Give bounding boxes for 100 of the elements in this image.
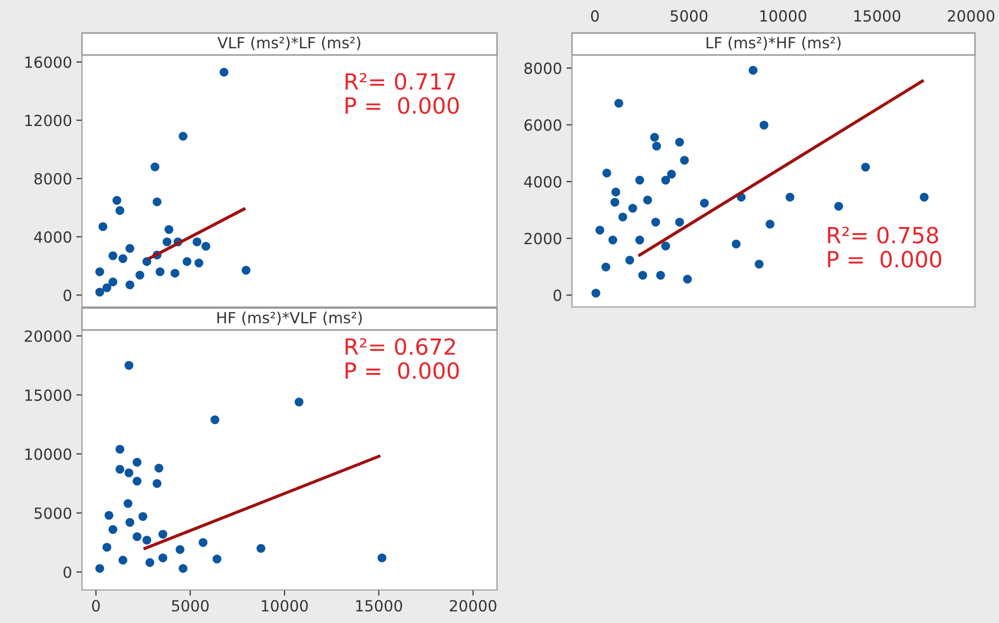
x-tick-label: 10000 [760,10,806,22]
point [611,188,620,196]
y-tick-label: 15000 [25,389,72,401]
point [116,464,124,474]
point [378,553,386,562]
point [242,266,250,275]
point [635,236,644,244]
point [656,270,665,280]
point [680,156,689,165]
y-tick-label: 4000 [524,176,562,188]
y-tick-label: 12000 [25,114,72,126]
point [112,196,122,205]
annotation: R²= 0.717 [346,73,456,90]
point [194,258,204,268]
annotation: R²= 0.758 [828,226,938,244]
point [591,288,600,298]
y-tick-label: 2000 [524,232,562,244]
y-tick-label: 0 [64,290,72,302]
point [650,132,659,142]
x-tick-label: 20000 [450,600,496,612]
point [667,170,676,179]
point [182,257,192,266]
point [614,98,624,108]
point [116,206,124,215]
point [201,242,210,251]
point [154,464,164,473]
point [635,176,644,185]
x-tick-label: 15000 [854,10,900,22]
x-tick-label: 20000 [948,10,994,22]
y-tick-label: 6000 [524,119,562,131]
point [834,202,844,211]
x-tick-label: 10000 [262,600,308,612]
point [294,398,304,406]
point [124,468,134,478]
point [95,564,104,573]
point [601,262,610,272]
annotation: R²= 0.672 [346,338,455,355]
point [142,257,152,266]
point [700,198,709,208]
point [108,278,118,286]
point [104,510,114,520]
point [683,274,692,284]
point [920,192,929,202]
y-tick-label: 5000 [34,507,72,519]
point [651,218,660,227]
point [162,237,172,246]
point [608,236,618,244]
y-tick-label: 10000 [25,448,72,460]
point [126,518,134,527]
point [595,226,604,234]
point [178,132,188,141]
annotation: P = 0.000 [828,250,942,268]
point [176,545,184,554]
y-tick-label: 20000 [24,330,72,342]
y-tick-label: 4000 [34,231,72,243]
point [135,270,144,280]
point [102,283,112,292]
point [118,254,128,264]
point [124,361,134,370]
point [98,222,108,231]
point [675,138,684,147]
point [118,556,128,565]
point [152,479,162,488]
point [786,192,794,202]
point [198,538,208,547]
x-tick-label: 15000 [356,600,402,612]
point [643,196,652,204]
y-tick-label: 0 [554,290,562,302]
y-tick-label: 8000 [34,172,72,185]
point [152,197,162,206]
point [108,525,118,534]
point [212,554,222,564]
point [220,68,228,77]
point [142,536,152,545]
point [116,444,124,454]
y-tick-label: 16000 [25,56,72,68]
x-tick-label: 5000 [670,10,708,22]
point [164,225,174,234]
point [192,237,202,246]
point [95,288,104,297]
point [132,532,142,541]
point [625,256,634,265]
point [138,512,148,521]
y-tick-label: 8000 [524,62,562,74]
annotation: P = 0.000 [346,362,459,380]
point [610,198,620,207]
point [732,240,741,248]
point [748,66,758,75]
point [150,162,160,172]
point [156,267,164,276]
x-tick-label: 0 [591,10,599,22]
y-tick-label: 0 [64,566,72,578]
point [158,553,168,562]
point [256,544,266,553]
point [178,564,188,573]
x-tick-label: 0 [92,600,100,612]
point [145,558,154,567]
point [132,458,142,467]
point [766,220,774,229]
point [675,218,684,227]
